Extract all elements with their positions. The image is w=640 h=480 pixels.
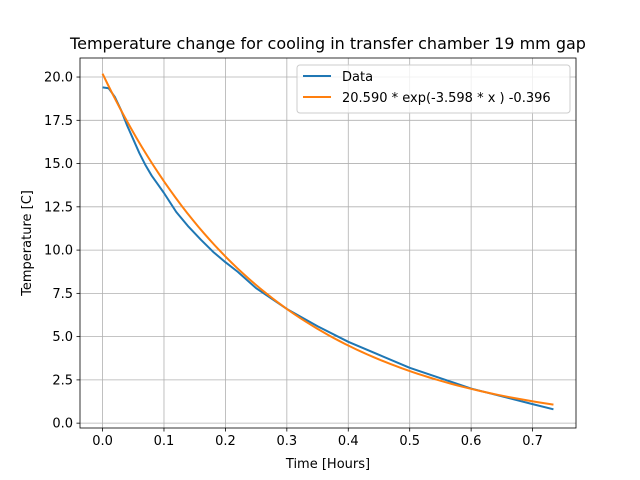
x-tick-label: 0.2: [215, 434, 236, 449]
plot-frame: [79, 57, 577, 429]
x-tick-label: 0.3: [276, 434, 297, 449]
y-tick-label: 2.5: [52, 373, 73, 388]
x-axis-ticks: 0.0 0.1 0.2 0.3 0.4 0.5 0.6 0.7: [92, 428, 543, 449]
y-tick-label: 0.0: [52, 417, 73, 432]
y-tick-label: 20.0: [44, 71, 73, 86]
legend-box: [296, 64, 571, 114]
y-tick-label: 7.5: [52, 287, 73, 302]
x-tick-label: 0.6: [461, 434, 482, 449]
legend: Data 20.590 * exp(-3.598 * x ) -0.396: [296, 64, 571, 114]
legend-label-fit: 20.590 * exp(-3.598 * x ) -0.396: [342, 91, 551, 106]
series-line-data: [102, 86, 554, 411]
y-tick-label: 15.0: [44, 157, 73, 172]
x-tick-label: 0.4: [338, 434, 359, 449]
series-layer: [101, 73, 554, 411]
legend-label-data: Data: [342, 70, 373, 85]
x-axis-label: Time [Hours]: [285, 457, 370, 472]
y-axis-ticks: 0.0 2.5 5.0 7.5 10.0 12.5 15.0 17.5 20.0: [44, 71, 80, 432]
y-tick-label: 12.5: [44, 200, 73, 215]
x-tick-label: 0.7: [522, 434, 543, 449]
x-tick-label: 0.5: [399, 434, 420, 449]
y-tick-label: 10.0: [44, 244, 73, 259]
y-tick-label: 5.0: [52, 330, 73, 345]
plot-background: [80, 58, 576, 428]
chart-title: Temperature change for cooling in transf…: [69, 34, 586, 53]
y-axis-label: Temperature [C]: [20, 190, 35, 297]
series-line-fit: [101, 73, 554, 406]
x-tick-label: 0.1: [154, 434, 175, 449]
x-tick-label: 0.0: [92, 434, 113, 449]
y-tick-label: 17.5: [44, 114, 73, 129]
